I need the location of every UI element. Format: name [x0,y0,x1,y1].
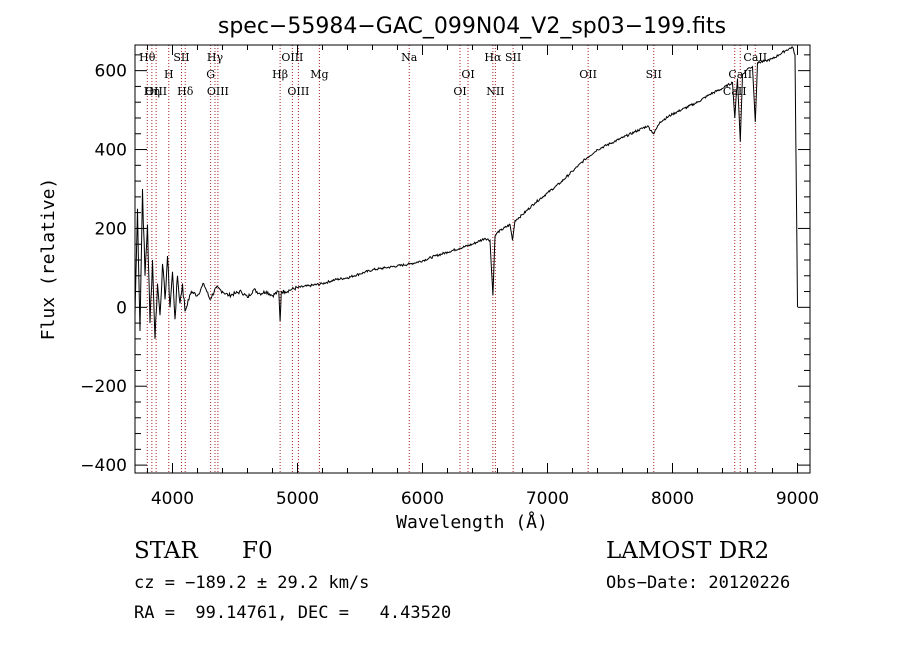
line-label: OI [461,68,474,81]
chart-title: spec−55984−GAC_099N04_V2_sp03−199.fits [218,14,726,39]
survey-name: LAMOST DR2 [606,538,770,564]
x-axis: 4000 5000 6000 7000 8000 9000 [147,45,819,509]
line-label: CaII [743,51,767,64]
y-tick-label: 600 [95,62,127,82]
spectral-line-labels: HθOIIIHηHSIIHδHγGOIIIOIIIHβOIIIMgNaOIOIH… [139,51,767,98]
line-label: OIII [145,85,167,98]
x-tick-label: 6000 [401,489,444,509]
object-class: STAR [134,538,198,564]
line-label: SII [646,68,662,81]
line-label: OIII [207,85,229,98]
x-tick-label: 9000 [776,489,819,509]
line-label: Hα [484,51,502,64]
y-axis: −400 −200 0 200 400 600 [80,54,810,476]
line-label: Hθ [139,51,156,64]
observation-date: Obs−Date: 20120226 [606,573,791,593]
x-axis-label: Wavelength (Å) [396,511,548,533]
line-label: OII [579,68,597,81]
line-label: SII [173,51,189,64]
redshift-velocity: cz = −189.2 ± 29.2 km/s [134,573,370,593]
y-tick-label: −200 [80,377,127,397]
line-label: OIII [287,85,309,98]
line-label: G [206,68,215,81]
line-label: H [164,68,174,81]
line-label: Mg [310,68,328,81]
spectral-line-markers [146,45,756,473]
line-label: Na [401,51,418,64]
x-tick-label: 7000 [526,489,569,509]
y-tick-label: 400 [95,141,127,161]
y-tick-label: 0 [116,298,127,318]
object-subclass: F0 [242,538,273,564]
line-label: CaII [728,68,752,81]
line-label: Hδ [177,85,194,98]
x-tick-label: 8000 [651,489,694,509]
spectrum-line [134,46,798,339]
line-label: NII [486,85,504,98]
line-label: CaII [723,85,747,98]
y-tick-label: −400 [80,456,127,476]
plot-frame [134,44,811,474]
y-axis-label: Flux (relative) [38,178,59,341]
x-tick-label: 4000 [151,489,194,509]
line-label: Hγ [207,51,224,64]
coordinates: RA = 99.14761, DEC = 4.43520 [134,603,452,623]
spectrum-series [134,46,798,339]
y-tick-label: 200 [95,219,127,239]
line-label: Hβ [272,68,288,81]
spectrum-chart: spec−55984−GAC_099N04_V2_sp03−199.fits H… [38,14,819,533]
line-label: Hη [144,85,160,98]
line-label: SII [505,51,521,64]
line-label: OI [453,85,466,98]
x-tick-label: 5000 [276,489,319,509]
line-label: OIII [281,51,303,64]
